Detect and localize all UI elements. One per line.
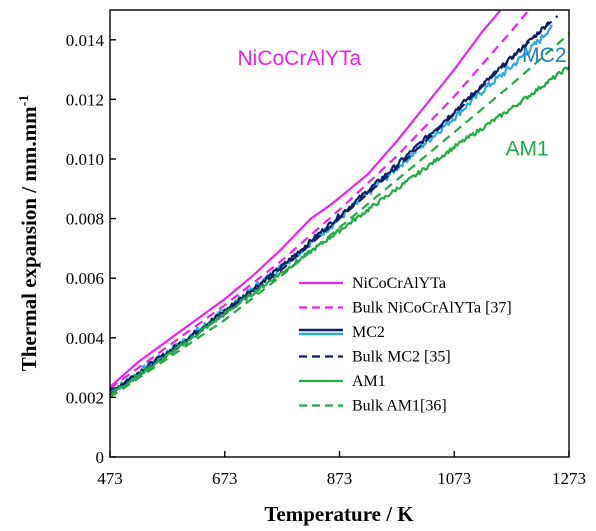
legend-entry-am1: AM1 bbox=[299, 373, 386, 390]
y-axis-title: Thermal expansion / mm.mm-1 bbox=[17, 95, 41, 372]
annotation-nicocralyta: NiCoCrAlYTa bbox=[237, 47, 361, 70]
x-axis-title: Temperature / K bbox=[264, 502, 414, 526]
annotation-mc2: MC2 bbox=[522, 44, 566, 67]
annotation-am1: AM1 bbox=[506, 137, 549, 160]
series-nicocralyta bbox=[110, 10, 503, 388]
y-tick-label: 0.010 bbox=[66, 150, 104, 169]
legend-entry-nicocralyta: NiCoCrAlYTa bbox=[299, 275, 446, 292]
x-tick-label: 1073 bbox=[437, 469, 471, 488]
x-tick-label: 873 bbox=[327, 469, 353, 488]
legend-label: NiCoCrAlYTa bbox=[352, 275, 446, 292]
series-annotations: NiCoCrAlYTa MC2 AM1 bbox=[237, 44, 566, 160]
legend-entry-bulk-mc2-35: Bulk MC2 [35] bbox=[299, 349, 451, 366]
x-tick-label: 1273 bbox=[552, 469, 586, 488]
legend-entry-bulk-am1-36: Bulk AM1[36] bbox=[299, 398, 447, 415]
x-tick-label: 673 bbox=[212, 469, 238, 488]
y-axis-title-superscript: -1 bbox=[17, 95, 32, 107]
axes: 0 0.002 0.004 0.006 0.008 0.010 0.012 0.014 473 6… bbox=[66, 9, 586, 488]
series-bulk-mc2-35 bbox=[110, 15, 559, 396]
legend-label: Bulk MC2 [35] bbox=[352, 349, 451, 366]
y-tick-label: 0.006 bbox=[66, 269, 104, 288]
legend-label: AM1 bbox=[352, 373, 386, 390]
x-tick-label: 473 bbox=[97, 469, 123, 488]
legend-label: Bulk AM1[36] bbox=[352, 398, 447, 415]
series-bulk-am1-36 bbox=[110, 32, 569, 399]
legend: NiCoCrAlYTa Bulk NiCoCrAlYTa [37] MC2 Bulk … bbox=[299, 275, 512, 415]
y-axis-title-main: Thermal expansion / mm.mm bbox=[17, 106, 41, 371]
series-am1 bbox=[110, 66, 569, 397]
y-tick-label: 0.012 bbox=[66, 90, 104, 109]
series-lines bbox=[110, 10, 569, 399]
legend-label: MC2 bbox=[352, 324, 385, 341]
legend-entry-bulk-nicocralyta-37: Bulk NiCoCrAlYTa [37] bbox=[299, 300, 512, 317]
series-mc2-dark bbox=[110, 20, 550, 393]
y-tick-label: 0.004 bbox=[66, 329, 105, 348]
y-tick-label: 0 bbox=[96, 448, 105, 467]
legend-label: Bulk NiCoCrAlYTa [37] bbox=[352, 300, 512, 317]
y-tick-label: 0.008 bbox=[66, 210, 104, 229]
legend-entry-mc2: MC2 bbox=[299, 324, 385, 341]
y-tick-label: 0.002 bbox=[66, 388, 104, 407]
y-tick-label: 0.014 bbox=[66, 31, 105, 50]
